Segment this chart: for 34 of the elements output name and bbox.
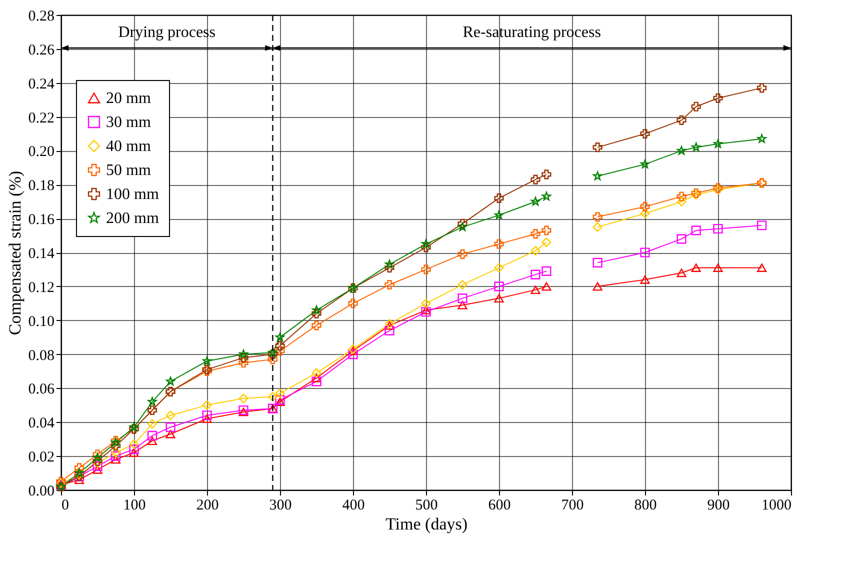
legend-label: 200 mm <box>106 210 160 227</box>
x-tick-label: 900 <box>707 498 730 514</box>
y-tick-label: 0.02 <box>28 450 54 466</box>
x-tick-label: 400 <box>342 498 365 514</box>
y-tick-label: 0.26 <box>28 42 55 58</box>
x-axis-title: Time (days) <box>385 514 468 534</box>
x-tick-label: 0 <box>62 498 69 514</box>
legend-label: 40 mm <box>106 138 152 155</box>
y-tick-label: 0.10 <box>28 314 54 330</box>
legend-label: 30 mm <box>106 114 152 131</box>
y-tick-label: 0.16 <box>28 212 55 228</box>
y-tick-label: 0.14 <box>28 246 55 262</box>
legend-label: 100 mm <box>106 186 160 203</box>
x-tick-label: 800 <box>634 498 657 514</box>
x-tick-label: 200 <box>196 498 219 514</box>
x-tick-label: 100 <box>123 498 146 514</box>
y-tick-label: 0.06 <box>28 382 55 398</box>
y-tick-label: 0.22 <box>28 110 54 126</box>
x-tick-label: 700 <box>561 498 584 514</box>
legend-label: 20 mm <box>106 90 152 107</box>
legend-label: 50 mm <box>106 162 152 179</box>
y-tick-label: 0.24 <box>28 76 55 92</box>
x-tick-label: 1000 <box>762 498 792 514</box>
y-tick-label: 0.12 <box>28 280 54 296</box>
y-tick-label: 0.20 <box>28 144 54 160</box>
y-tick-label: 0.04 <box>28 416 55 432</box>
y-tick-label: 0.28 <box>28 8 54 24</box>
y-tick-label: 0.18 <box>28 178 54 194</box>
y-axis-title: Compensated strain (%) <box>5 170 24 336</box>
y-tick-label: 0.00 <box>28 484 54 500</box>
x-tick-label: 600 <box>488 498 511 514</box>
x-tick-label: 500 <box>415 498 438 514</box>
y-tick-label: 0.08 <box>28 348 54 364</box>
x-tick-label: 300 <box>269 498 292 514</box>
